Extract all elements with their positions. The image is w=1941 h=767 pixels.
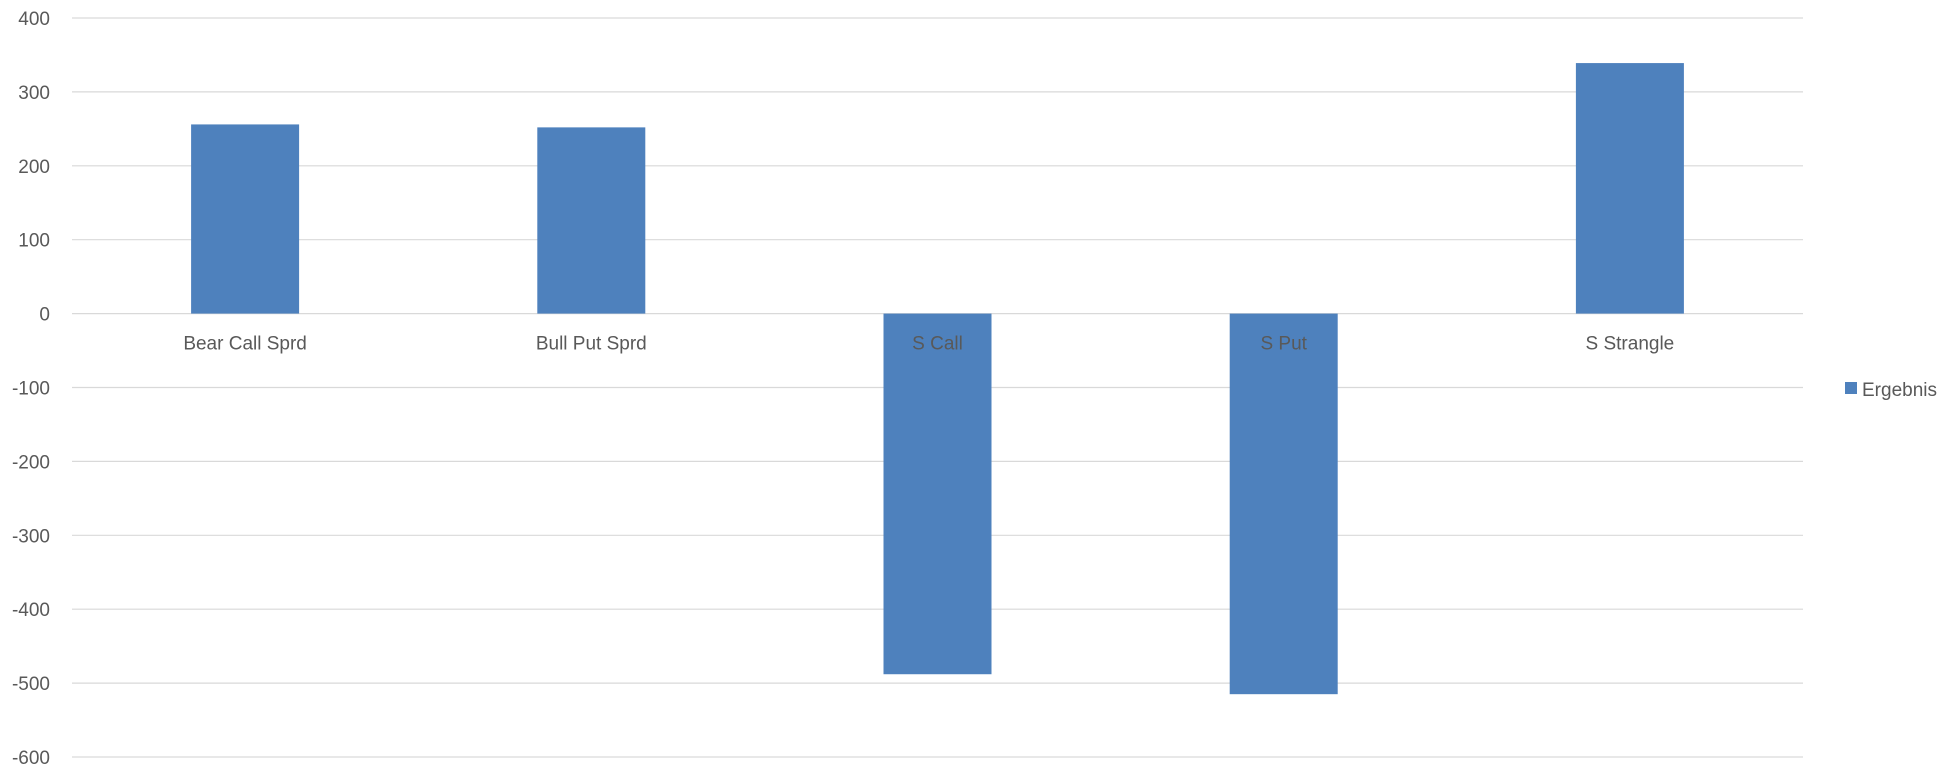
bar: [191, 124, 300, 314]
y-tick-label: 300: [18, 83, 50, 104]
y-tick-label: -400: [12, 600, 50, 621]
bars: [191, 63, 1684, 695]
y-tick-label: 400: [18, 9, 50, 30]
bar: [1575, 63, 1684, 314]
y-tick-label: -500: [12, 674, 50, 695]
y-tick-label: -300: [12, 526, 50, 547]
y-tick-label: 100: [18, 231, 50, 252]
y-tick-label: 0: [39, 305, 50, 326]
y-tick-label: 200: [18, 157, 50, 178]
y-tick-label: -600: [12, 748, 50, 767]
bar: [1229, 313, 1338, 695]
x-category-label: S Strangle: [1586, 334, 1675, 355]
x-category-label: S Put: [1260, 334, 1307, 355]
x-category-label: Bear Call Sprd: [183, 334, 307, 355]
x-axis-category-labels: Bear Call Sprd Bull Put Sprd S Call S Put S …: [183, 334, 1674, 355]
bar: [883, 313, 992, 675]
x-category-label: Bull Put Sprd: [536, 334, 647, 355]
y-tick-label: -200: [12, 452, 50, 473]
legend: Ergebnis: [1845, 380, 1937, 401]
legend-label: Ergebnis: [1862, 380, 1937, 401]
y-tick-label: -100: [12, 379, 50, 400]
legend-swatch: [1845, 382, 1857, 394]
bar: [537, 127, 646, 314]
y-axis-tick-labels: 400 300 200 100 0 -100 -200 -300 -400 -500 -600: [12, 9, 50, 767]
x-category-label: S Call: [912, 334, 963, 355]
